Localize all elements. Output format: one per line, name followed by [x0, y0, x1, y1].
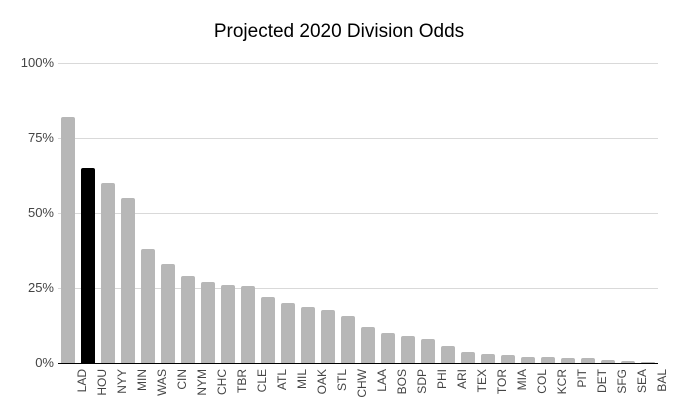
gridline — [58, 288, 658, 289]
x-axis-tick-label-chc: CHC — [215, 369, 229, 395]
bar-bos — [381, 333, 395, 363]
bar-sea — [621, 361, 635, 363]
bar-hou — [81, 168, 95, 363]
x-axis-tick-label-col: COL — [535, 369, 549, 394]
gridline — [58, 138, 658, 139]
bar-mia — [501, 355, 515, 363]
bar-oak — [301, 307, 315, 363]
x-axis-tick-label-chw: CHW — [355, 369, 369, 398]
bar-chc — [201, 282, 215, 363]
gridline — [58, 63, 658, 64]
bar-nym — [181, 276, 195, 363]
x-axis-tick-label-sea: SEA — [635, 369, 649, 394]
x-axis-tick-label-sfg: SFG — [615, 369, 629, 394]
bar-chw — [341, 316, 355, 363]
bar-mil — [281, 303, 295, 363]
bar-tex — [461, 352, 475, 363]
x-axis-tick-label-mia: MIA — [515, 369, 529, 391]
bar-phi — [421, 339, 435, 363]
bar-nyy — [101, 183, 115, 363]
x-axis-tick-label-cin: CIN — [175, 369, 189, 390]
x-axis-tick-label-pit: PIT — [575, 369, 589, 388]
bar-laa — [361, 327, 375, 363]
bar-min — [121, 198, 135, 363]
x-axis-tick-label-stl: STL — [335, 369, 349, 392]
x-axis-tick-label-phi: PHI — [435, 369, 449, 390]
bar-sdp — [401, 336, 415, 363]
x-axis-tick-label-min: MIN — [135, 369, 149, 391]
x-axis-tick-label-det: DET — [595, 369, 609, 393]
x-axis-tick-label-hou: HOU — [95, 369, 109, 396]
x-axis-tick-label-kcr: KCR — [555, 369, 569, 395]
x-axis-tick-label-cle: CLE — [255, 369, 269, 393]
x-axis-tick-label-laa: LAA — [375, 369, 389, 392]
x-axis-line — [58, 363, 658, 364]
x-axis-tick-label-was: WAS — [155, 369, 169, 396]
bar-stl — [321, 310, 335, 363]
bar-was — [141, 249, 155, 363]
x-axis-tick-label-sdp: SDP — [415, 369, 429, 394]
bar-pit — [561, 358, 575, 363]
bar-col — [521, 357, 535, 363]
y-axis-tick-label: 100% — [20, 55, 54, 70]
x-axis-tick-label-tbr: TBR — [235, 369, 249, 393]
bar-cin — [161, 264, 175, 363]
bar-tor — [481, 354, 495, 363]
bar-bal — [641, 362, 655, 363]
bar-cle — [241, 286, 255, 363]
y-axis-tick-label: 25% — [27, 280, 54, 295]
bar-lad — [61, 117, 75, 363]
x-axis-tick-label-tex: TEX — [475, 369, 489, 393]
x-axis-tick-label-nym: NYM — [195, 369, 209, 396]
y-axis-tick-label: 50% — [27, 205, 54, 220]
bar-det — [581, 358, 595, 363]
x-axis-tick-label-nyy: NYY — [115, 369, 129, 394]
x-axis-tick-label-oak: OAK — [315, 369, 329, 395]
x-axis-tick-label-tor: TOR — [495, 369, 509, 395]
bar-ari — [441, 346, 455, 363]
x-axis-tick-label-lad: LAD — [75, 369, 89, 393]
bar-tbr — [221, 285, 235, 363]
bar-sfg — [601, 360, 615, 363]
x-axis-tick-label-ari: ARI — [455, 369, 469, 390]
bar-atl — [261, 297, 275, 363]
gridline — [58, 213, 658, 214]
x-axis-tick-label-atl: ATL — [275, 369, 289, 391]
y-axis-tick-label: 0% — [35, 355, 54, 370]
x-axis-tick-label-mil: MIL — [295, 369, 309, 390]
bar-kcr — [541, 357, 555, 363]
x-axis-tick-label-bos: BOS — [395, 369, 409, 395]
y-axis-tick-label: 75% — [27, 130, 54, 145]
chart-title: Projected 2020 Division Odds — [213, 21, 465, 42]
x-axis-tick-label-bal: BAL — [655, 369, 669, 392]
